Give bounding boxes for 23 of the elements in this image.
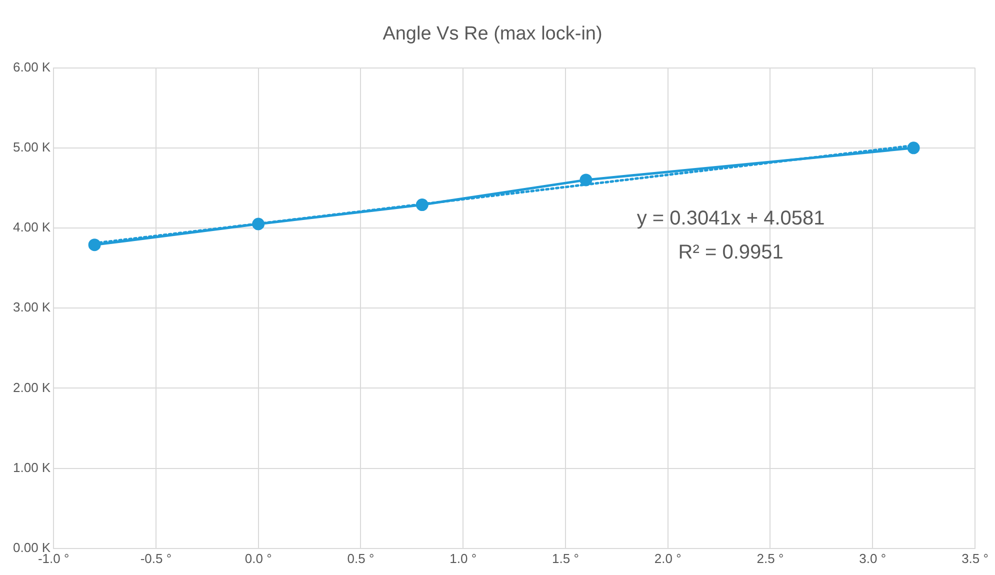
x-tick-label: 3.0 ° <box>859 550 886 566</box>
point <box>252 218 265 230</box>
y-tick-label: 5.00 K <box>12 139 51 154</box>
y-tick-label: 6.00 K <box>12 59 51 74</box>
x-tick-label: 1.0 ° <box>450 550 477 566</box>
x-tick-label: 0.0 ° <box>244 550 272 566</box>
x-tick-label: -0.5 ° <box>140 550 172 566</box>
x-tick-label: 3.5 ° <box>962 550 988 566</box>
chart-title: Angle Vs Re (max lock-in) <box>382 24 602 45</box>
y-tick-label: 3.00 K <box>12 300 51 315</box>
annotation: y = 0.3041x + 4.0581 <box>636 208 825 230</box>
x-tick-label: 1.5 ° <box>552 550 579 566</box>
x-tick-label: 2.5 ° <box>756 550 784 566</box>
x-tick-label: 0.5 ° <box>347 550 374 566</box>
y-tick-label: 2.00 K <box>12 380 51 395</box>
x-tick-label: 2.0 ° <box>654 550 682 566</box>
point <box>907 142 920 154</box>
y-tick-label: 1.00 K <box>12 460 51 475</box>
point <box>580 174 592 186</box>
point <box>416 198 428 212</box>
point <box>88 238 101 252</box>
annotation: R² = 0.9951 <box>678 241 784 264</box>
y-tick-label: 4.00 K <box>12 220 51 235</box>
